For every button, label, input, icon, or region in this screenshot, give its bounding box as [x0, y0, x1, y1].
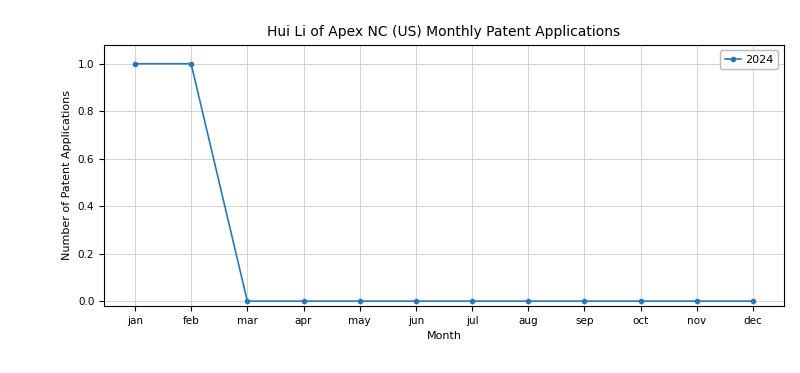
- 2024: [467, 299, 477, 303]
- Y-axis label: Number of Patent Applications: Number of Patent Applications: [62, 90, 72, 260]
- X-axis label: Month: Month: [426, 331, 462, 341]
- Legend: 2024: 2024: [720, 50, 778, 69]
- 2024: [298, 299, 308, 303]
- 2024: [355, 299, 365, 303]
- Line: 2024: 2024: [133, 62, 755, 303]
- 2024: [580, 299, 590, 303]
- 2024: [186, 62, 196, 66]
- 2024: [523, 299, 533, 303]
- 2024: [130, 62, 140, 66]
- Title: Hui Li of Apex NC (US) Monthly Patent Applications: Hui Li of Apex NC (US) Monthly Patent Ap…: [267, 25, 621, 40]
- 2024: [411, 299, 421, 303]
- 2024: [692, 299, 702, 303]
- 2024: [242, 299, 252, 303]
- 2024: [636, 299, 646, 303]
- 2024: [748, 299, 758, 303]
